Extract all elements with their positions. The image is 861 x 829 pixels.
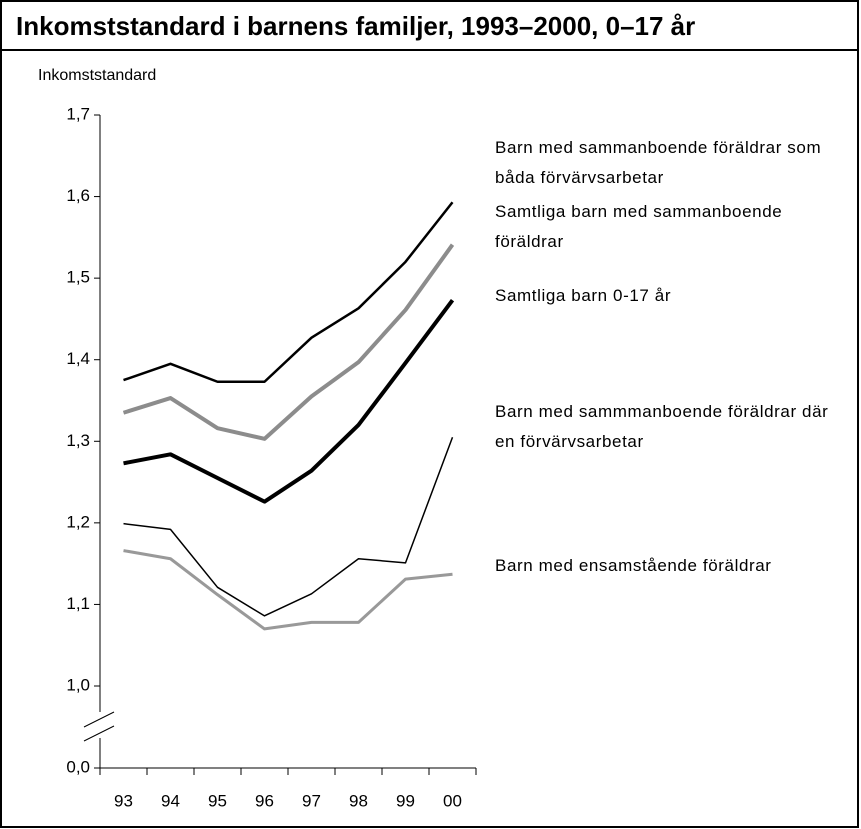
y-tick-label: 1,1 xyxy=(66,594,90,613)
series-line xyxy=(123,201,454,383)
x-tick-label: 00 xyxy=(443,791,462,810)
x-tick-label: 94 xyxy=(161,791,180,810)
y-tick-label: 1,7 xyxy=(66,104,90,123)
series-line xyxy=(123,298,455,504)
x-tick-label: 95 xyxy=(208,791,227,810)
axis-break xyxy=(83,711,115,728)
axis-break xyxy=(83,725,115,742)
series-line xyxy=(122,243,455,441)
x-tick-label: 98 xyxy=(349,791,368,810)
x-tick-label: 99 xyxy=(396,791,415,810)
y-tick-label: 1,0 xyxy=(66,675,90,694)
x-tick-label: 97 xyxy=(302,791,321,810)
x-tick-label: 96 xyxy=(255,791,274,810)
legend-entry: Samtliga barn 0-17 år xyxy=(495,286,672,305)
y-tick-label: 1,6 xyxy=(66,186,90,205)
series-line xyxy=(123,549,453,631)
y-tick-label: 1,2 xyxy=(66,512,90,531)
series-line xyxy=(123,436,454,617)
y-tick-label: 0,0 xyxy=(66,757,90,776)
y-tick-label: 1,5 xyxy=(66,268,90,287)
legend-entry: Samtliga barn med sammanboende föräldrar xyxy=(495,202,783,251)
legend-entry: Barn med sammmanboende föräldrar där en … xyxy=(495,402,829,451)
y-axis-label: Inkomststandard xyxy=(38,67,156,84)
y-tick-label: 1,3 xyxy=(66,431,90,450)
chart-title: Inkomststandard i barnens familjer, 1993… xyxy=(16,11,695,41)
y-tick-label: 1,4 xyxy=(66,349,90,368)
legend-entry: Barn med sammanboende föräldrar som båda… xyxy=(495,138,822,187)
legend-entry: Barn med ensamstående föräldrar xyxy=(495,556,772,575)
x-tick-label: 93 xyxy=(114,791,133,810)
